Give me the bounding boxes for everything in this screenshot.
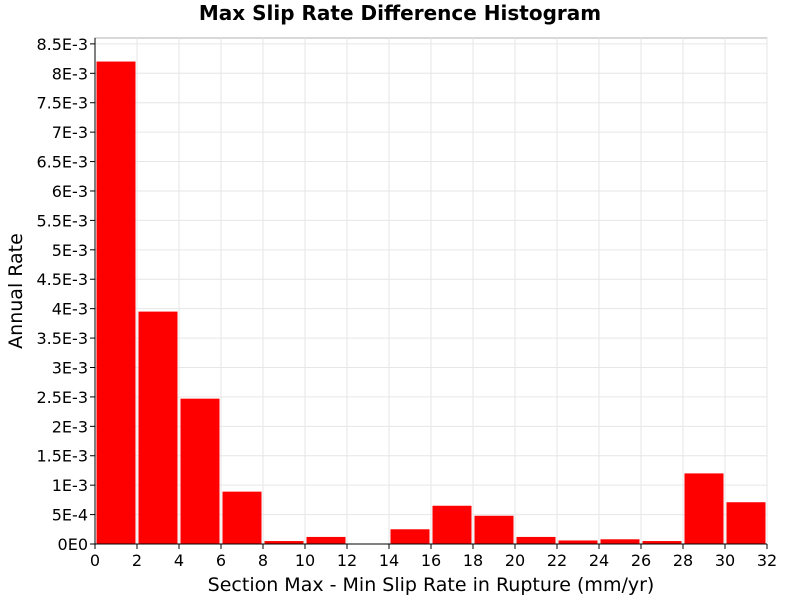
histogram-bar-0-2 (96, 61, 136, 545)
x-tick-label: 22 (547, 551, 567, 570)
x-tick-label: 14 (379, 551, 399, 570)
x-tick-label: 26 (631, 551, 651, 570)
y-tick-label: 1.5E-3 (36, 447, 88, 466)
chart-title: Max Slip Rate Difference Histogram (199, 1, 601, 25)
y-tick-label: 7E-3 (52, 123, 88, 142)
y-tick-label: 8E-3 (52, 64, 88, 83)
y-axis-ticks: 0E0 5E-4 1E-3 1.5E-3 2E-3 2.5E-3 3E-3 3.5E-3 4E-… (36, 35, 95, 554)
x-axis-label: Section Max - Min Slip Rate in Rupture (… (208, 574, 655, 596)
x-tick-label: 0 (90, 551, 100, 570)
y-tick-label: 5E-4 (52, 506, 88, 525)
x-tick-label: 18 (463, 551, 483, 570)
y-tick-label: 5E-3 (52, 241, 88, 260)
y-tick-label: 6E-3 (52, 182, 88, 201)
x-tick-label: 6 (216, 551, 226, 570)
histogram-bar-10-12 (306, 536, 346, 544)
histogram-bar-14-16 (390, 529, 430, 544)
histogram-bar-16-18 (432, 505, 472, 544)
histogram-bar-8-10 (264, 541, 304, 544)
histogram-bar-24-26 (600, 539, 640, 544)
x-tick-label: 24 (589, 551, 609, 570)
x-tick-label: 20 (505, 551, 525, 570)
y-tick-label: 3E-3 (52, 358, 88, 377)
y-tick-label: 6.5E-3 (36, 153, 88, 172)
y-tick-label: 4.5E-3 (36, 270, 88, 289)
histogram-bar-4-6 (180, 398, 220, 544)
y-tick-label: 8.5E-3 (36, 35, 88, 54)
x-tick-label: 2 (132, 551, 142, 570)
x-tick-label: 28 (673, 551, 693, 570)
histogram-bar-28-30 (684, 473, 724, 544)
histogram-bar-6-8 (222, 491, 262, 544)
y-tick-label: 0E0 (58, 535, 88, 554)
x-axis-ticks: 0 2 4 6 8 10 12 14 16 18 20 22 24 26 28 30 32 (90, 544, 777, 570)
bars (96, 61, 766, 545)
y-tick-label: 2E-3 (52, 417, 88, 436)
y-tick-label: 7.5E-3 (36, 94, 88, 113)
x-tick-label: 10 (295, 551, 315, 570)
y-tick-label: 4E-3 (52, 300, 88, 319)
histogram-bar-22-24 (558, 540, 598, 544)
x-tick-label: 16 (421, 551, 441, 570)
histogram-bar-30-32 (726, 502, 766, 544)
x-tick-label: 8 (258, 551, 268, 570)
histogram-bar-20-22 (516, 536, 556, 544)
x-tick-label: 32 (757, 551, 777, 570)
y-tick-label: 1E-3 (52, 476, 88, 495)
y-axis-label: Annual Rate (5, 233, 27, 349)
x-tick-label: 12 (337, 551, 357, 570)
y-tick-label: 5.5E-3 (36, 211, 88, 230)
y-tick-label: 2.5E-3 (36, 388, 88, 407)
histogram-bar-2-4 (138, 311, 178, 544)
x-tick-label: 30 (715, 551, 735, 570)
histogram-bar-18-20 (474, 515, 514, 544)
x-tick-label: 4 (174, 551, 184, 570)
histogram-bar-26-28 (642, 541, 682, 544)
y-tick-label: 3.5E-3 (36, 329, 88, 348)
